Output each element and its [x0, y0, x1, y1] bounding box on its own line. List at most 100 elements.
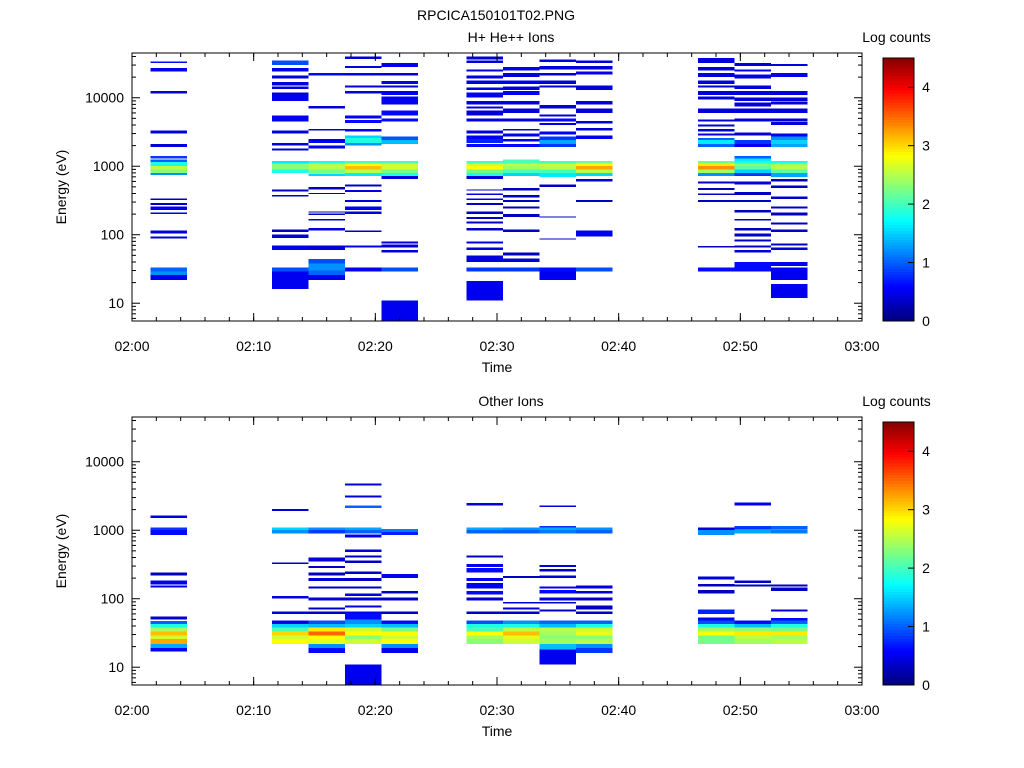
heatmap-cell	[308, 186, 345, 190]
colorbar-segment	[883, 533, 914, 537]
heatmap-cell	[539, 597, 577, 601]
heatmap-cell	[734, 158, 771, 161]
heatmap-cell	[539, 649, 577, 656]
heatmap-cell	[697, 589, 735, 594]
colorbar-segment	[883, 497, 914, 502]
colorbar-segment	[883, 626, 914, 631]
heatmap-cell	[734, 584, 771, 587]
colorbar-segment	[883, 303, 914, 307]
colorbar-segment	[883, 530, 914, 534]
heatmap-cell	[576, 66, 613, 70]
heatmap-cell	[344, 142, 382, 146]
heatmap-cell	[697, 617, 735, 621]
heatmap-cell	[539, 635, 577, 639]
colorbar-tick-label: 4	[922, 79, 930, 95]
heatmap-cell	[271, 620, 309, 624]
heatmap-cell	[344, 72, 382, 76]
heatmap-cell	[344, 483, 382, 486]
heatmap-cell	[344, 613, 382, 620]
heatmap-cell	[466, 590, 504, 595]
colorbar-segment	[883, 101, 914, 106]
heatmap-cell	[271, 148, 309, 151]
heatmap-cell	[503, 252, 540, 256]
heatmap-cell	[344, 638, 382, 644]
heatmap-cell	[539, 72, 577, 76]
colorbar-segment	[883, 538, 914, 543]
colorbar-segment	[883, 204, 914, 208]
heatmap-cell	[697, 583, 735, 587]
heatmap-cell	[770, 587, 808, 591]
heatmap-cell	[466, 241, 504, 244]
colorbar-segment	[883, 285, 914, 290]
heatmap-cell	[344, 549, 382, 553]
heatmap-cell	[503, 72, 540, 78]
colorbar-segment	[883, 611, 914, 616]
heatmap-cell	[503, 607, 540, 610]
colorbar-segment	[883, 87, 914, 91]
heatmap-cell	[576, 100, 613, 105]
heatmap-cell	[770, 166, 808, 170]
colorbar-segment	[883, 142, 914, 147]
heatmap-cell	[308, 527, 345, 531]
heatmap-cell	[466, 198, 504, 201]
colorbar-segment	[883, 218, 914, 223]
heatmap-cell	[734, 192, 771, 196]
heatmap-cell	[576, 623, 613, 628]
colorbar-segment	[883, 104, 914, 109]
heatmap-cell	[539, 655, 577, 665]
heatmap-cell	[308, 578, 345, 582]
heatmap-cell	[503, 144, 540, 148]
heatmap-cell	[150, 198, 187, 201]
heatmap-cell	[381, 611, 418, 614]
y-axis-label: Energy (eV)	[53, 150, 69, 225]
colorbar-segment	[883, 679, 914, 683]
colorbar-segment	[883, 136, 914, 141]
colorbar-segment	[883, 641, 914, 645]
heatmap-cell	[466, 564, 504, 568]
heatmap-cell	[381, 620, 418, 624]
heatmap-cell	[539, 122, 577, 125]
heatmap-cell	[308, 607, 345, 610]
heatmap-cell	[466, 118, 504, 122]
heatmap-cell	[308, 530, 345, 534]
heatmap-cell	[381, 635, 418, 639]
heatmap-cell	[308, 245, 345, 250]
colorbar-segment	[883, 629, 914, 633]
heatmap-cell	[770, 206, 808, 209]
heatmap-cell	[503, 267, 540, 272]
colorbar-segment	[883, 591, 914, 596]
heatmap-cell	[697, 128, 735, 132]
heatmap-cell	[150, 169, 187, 173]
heatmap-cell	[734, 140, 771, 145]
colorbar-segment	[883, 565, 914, 569]
colorbar-segment	[883, 259, 914, 264]
heatmap-cell	[734, 97, 771, 101]
y-axis-label: Energy (eV)	[53, 514, 69, 589]
heatmap-cell	[734, 261, 771, 266]
heatmap-cell	[539, 136, 577, 141]
heatmap-cell	[271, 81, 309, 86]
heatmap-cell	[308, 631, 345, 636]
heatmap-cell	[271, 530, 309, 534]
y-tick-label: 10	[108, 659, 124, 675]
heatmap-cell	[466, 635, 504, 639]
colorbar-segment	[883, 527, 914, 531]
heatmap-cell	[381, 249, 418, 253]
colorbar-segment	[883, 632, 914, 636]
colorbar-segment	[883, 72, 914, 77]
heatmap-cell	[150, 627, 187, 632]
heatmap-cell	[503, 169, 540, 173]
heatmap-cell	[466, 217, 504, 219]
colorbar-segment	[883, 606, 914, 610]
colorbar-segment	[883, 424, 914, 429]
heatmap-cell	[150, 623, 187, 628]
heatmap-cell	[344, 245, 382, 248]
colorbar-tick-label: 0	[922, 313, 930, 329]
heatmap-cell	[734, 108, 771, 113]
heatmap-cell	[539, 530, 577, 534]
heatmap-cell	[503, 206, 540, 209]
colorbar-segment	[883, 253, 914, 258]
heatmap-cell	[466, 189, 504, 191]
heatmap-cell	[271, 189, 309, 192]
colorbar-label: Log counts	[862, 393, 931, 409]
